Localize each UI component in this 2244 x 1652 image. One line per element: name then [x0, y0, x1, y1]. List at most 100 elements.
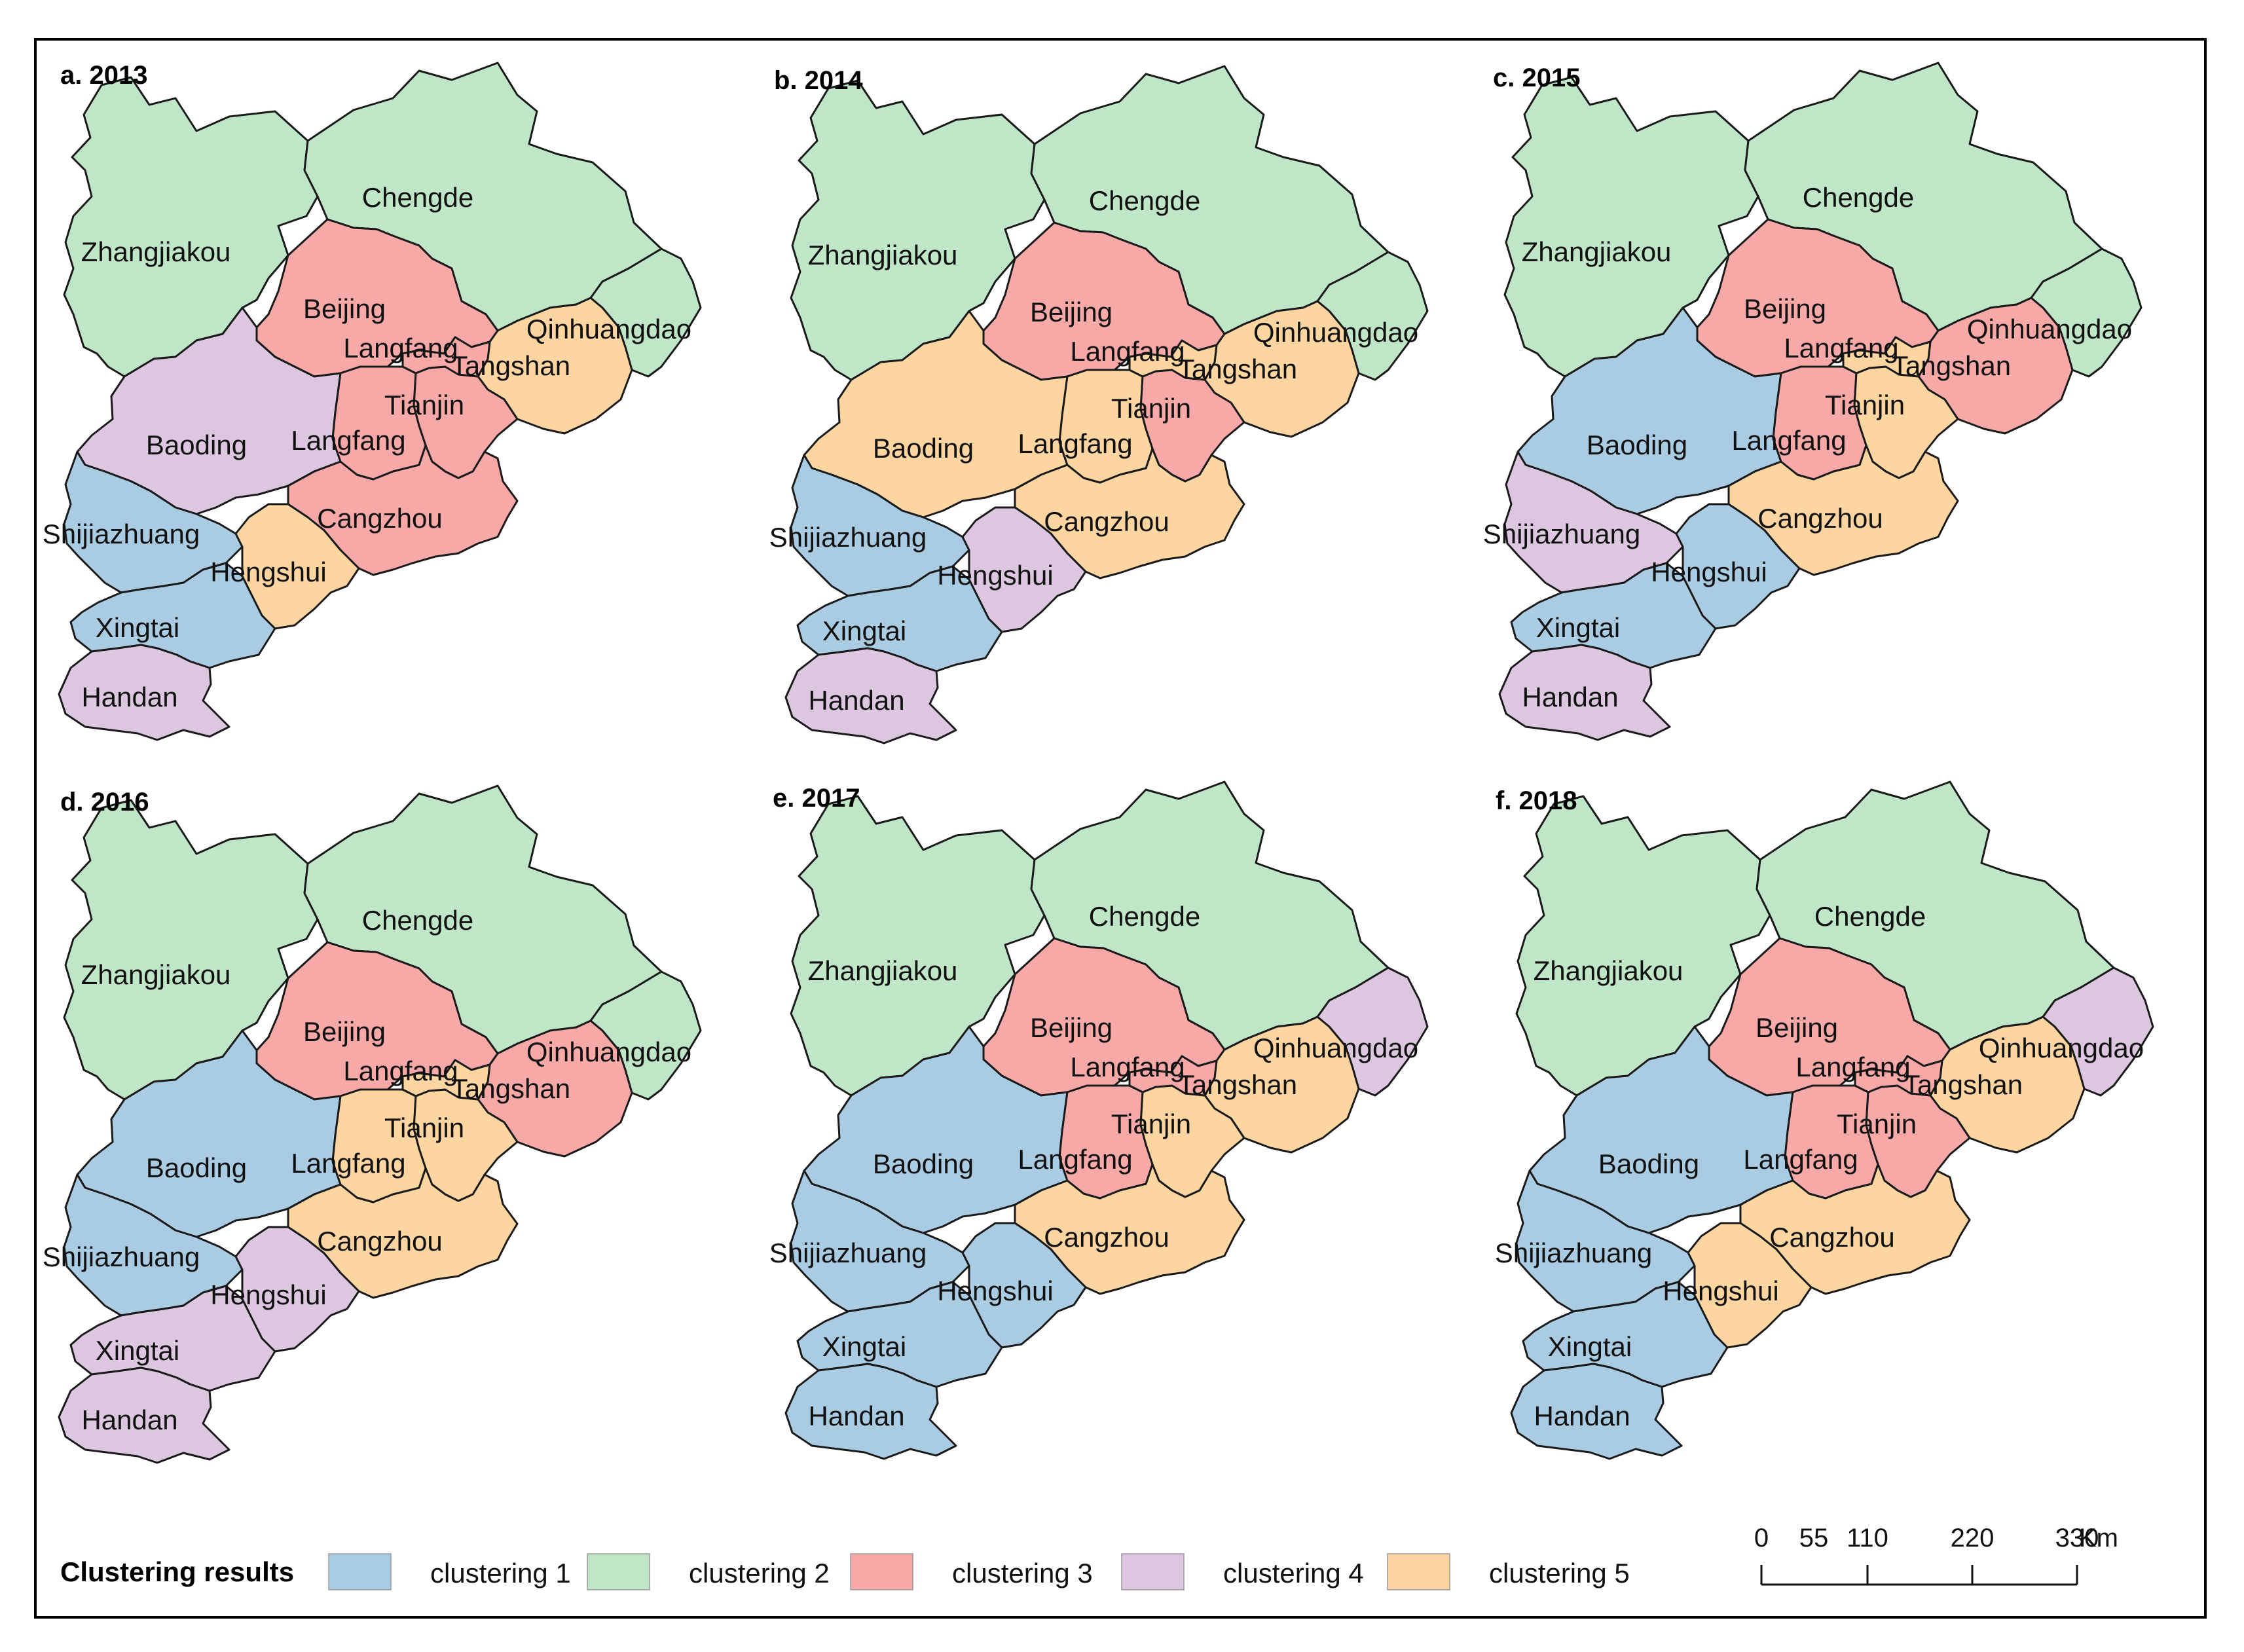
region-label-zhangjiakou: Zhangjiakou [1534, 955, 1683, 986]
legend-label-5: clustering 5 [1489, 1558, 1630, 1588]
region-handan [1510, 1363, 1683, 1460]
region-label-beijing: Beijing [303, 293, 386, 324]
legend-swatch-2 [587, 1553, 650, 1590]
region-label-chengde: Chengde [1089, 901, 1200, 932]
scale-bar-label-330: 330 [2055, 1524, 2099, 1552]
region-label-shijiazhuang: Shijiazhuang [1495, 1238, 1653, 1268]
region-label-beijing: Beijing [1756, 1012, 1838, 1043]
region-label-chengde: Chengde [362, 905, 473, 936]
region-label-cangzhou: Cangzhou [1757, 503, 1883, 534]
region-label-handan: Handan [81, 682, 177, 712]
region-label-langfang: Langfang [1070, 336, 1185, 367]
region-langfang-south [1058, 369, 1154, 484]
scale-bar-label-220: 220 [1951, 1524, 1995, 1552]
region-label-hengshui: Hengshui [937, 560, 1053, 591]
panel-title-1: a. 2013 [60, 61, 147, 90]
panel-title-3: c. 2015 [1493, 64, 1580, 92]
scale-bar-label-0: 0 [1754, 1524, 1769, 1552]
region-label-hengshui: Hengshui [1663, 1276, 1778, 1306]
scale-bar: 0 55 110 220 330 Km [1754, 1524, 2118, 1586]
region-xingtai [1522, 1281, 1729, 1388]
panel-title-6: f. 2018 [1496, 786, 1577, 815]
region-label-qinhuangdao: Qinhuangdao [526, 314, 691, 344]
region-label-tangshan: Tangshan [1892, 350, 2011, 381]
map-panel-6: Zhangjiakou Chengde Beijing Qinhuangdao Tang… [1495, 780, 2154, 1460]
scale-bar-ticks: 0 55 110 220 330 [1754, 1524, 2099, 1586]
region-xingtai [796, 565, 1003, 672]
map-panel-1: Zhangjiakou Chengde Beijing Qinhuangdao Tang… [43, 62, 702, 741]
region-label-handan: Handan [808, 685, 904, 716]
region-label-zhangjiakou: Zhangjiakou [808, 240, 958, 270]
region-label-cangzhou: Cangzhou [1769, 1222, 1894, 1253]
region-label-zhangjiakou: Zhangjiakou [1522, 236, 1672, 267]
region-label-tangshan: Tangshan [451, 1073, 570, 1104]
map-panel-3: Zhangjiakou Chengde Beijing Qinhuangdao Tang… [1483, 62, 2143, 741]
region-label-xingtai: Xingtai [822, 615, 906, 646]
region-label-shijiazhuang: Shijiazhuang [1483, 519, 1641, 549]
region-label-beijing: Beijing [1030, 297, 1113, 327]
region-label-baoding: Baoding [873, 1148, 974, 1179]
region-handan [784, 1363, 957, 1460]
region-langfang [1128, 1055, 1218, 1097]
region-label-shijiazhuang: Shijiazhuang [769, 1238, 927, 1268]
region-label-shijiazhuang: Shijiazhuang [43, 1241, 200, 1272]
map-panel-4: Zhangjiakou Chengde Beijing Qinhuangdao Tang… [43, 784, 702, 1464]
region-label-xingtai: Xingtai [822, 1331, 906, 1362]
region-label-qinhuangdao: Qinhuangdao [1967, 314, 2132, 344]
region-label-baoding: Baoding [146, 1152, 247, 1183]
region-langfang [1128, 339, 1218, 381]
region-langfang [1842, 336, 1932, 378]
region-label-langfang-south: Langfang [1743, 1144, 1858, 1175]
region-label-hengshui: Hengshui [1651, 557, 1767, 587]
region-label-shijiazhuang: Shijiazhuang [769, 522, 927, 553]
scale-bar-label-55: 55 [1799, 1524, 1829, 1552]
region-label-langfang: Langfang [1070, 1052, 1185, 1082]
region-label-langfang: Langfang [1795, 1052, 1910, 1082]
region-label-handan: Handan [81, 1404, 177, 1435]
region-label-hengshui: Hengshui [210, 1279, 326, 1310]
legend-label-3: clustering 3 [952, 1558, 1093, 1588]
region-label-baoding: Baoding [146, 430, 247, 460]
region-label-tangshan: Tangshan [1904, 1069, 2023, 1100]
region-xingtai [69, 1285, 276, 1392]
region-label-langfang: Langfang [1784, 333, 1898, 363]
region-label-cangzhou: Cangzhou [317, 1226, 442, 1257]
legend-title: Clustering results [60, 1556, 294, 1587]
map-panel-2: Zhangjiakou Chengde Beijing Qinhuangdao Tang… [769, 65, 1429, 744]
region-langfang [401, 1059, 491, 1101]
legend-swatch-5 [1387, 1553, 1450, 1590]
legend-label-1: clustering 1 [430, 1558, 571, 1588]
region-label-baoding: Baoding [1598, 1148, 1699, 1179]
region-label-tangshan: Tangshan [1178, 1069, 1297, 1100]
region-label-chengde: Chengde [362, 182, 473, 213]
scale-bar-unit: Km [2079, 1524, 2118, 1552]
map-panels: Zhangjiakou Chengde Beijing Qinhuangdao Tang… [43, 61, 2154, 1464]
legend-items: clustering 1 clustering 2 clustering 3 clus… [328, 1553, 1630, 1590]
region-label-chengde: Chengde [1089, 185, 1200, 216]
region-handan [58, 1367, 230, 1464]
region-label-qinhuangdao: Qinhuangdao [526, 1037, 691, 1067]
region-xingtai [796, 1281, 1003, 1388]
region-label-tianjin: Tianjin [1825, 390, 1905, 420]
region-langfang-south [1784, 1084, 1879, 1200]
legend-swatch-3 [850, 1553, 913, 1590]
region-label-tianjin: Tianjin [1111, 393, 1191, 424]
region-label-handan: Handan [1534, 1401, 1630, 1431]
legend: Clustering results clustering 1 clusterin… [60, 1553, 1630, 1590]
region-label-cangzhou: Cangzhou [1044, 1222, 1169, 1253]
region-label-langfang-south: Langfang [291, 425, 405, 456]
region-langfang-south [1058, 1084, 1154, 1200]
region-label-qinhuangdao: Qinhuangdao [1253, 1033, 1418, 1063]
region-langfang [1854, 1055, 1943, 1097]
region-label-langfang-south: Langfang [1731, 425, 1846, 456]
region-label-beijing: Beijing [1744, 293, 1826, 324]
region-label-beijing: Beijing [303, 1016, 386, 1047]
legend-swatch-4 [1121, 1553, 1185, 1590]
region-label-shijiazhuang: Shijiazhuang [43, 519, 200, 549]
legend-label-2: clustering 2 [689, 1558, 830, 1588]
region-label-tianjin: Tianjin [384, 390, 464, 420]
region-label-qinhuangdao: Qinhuangdao [1253, 317, 1418, 348]
region-handan [784, 647, 957, 744]
region-label-tangshan: Tangshan [1178, 354, 1297, 384]
map-panel-5: Zhangjiakou Chengde Beijing Qinhuangdao Tang… [769, 780, 1429, 1460]
